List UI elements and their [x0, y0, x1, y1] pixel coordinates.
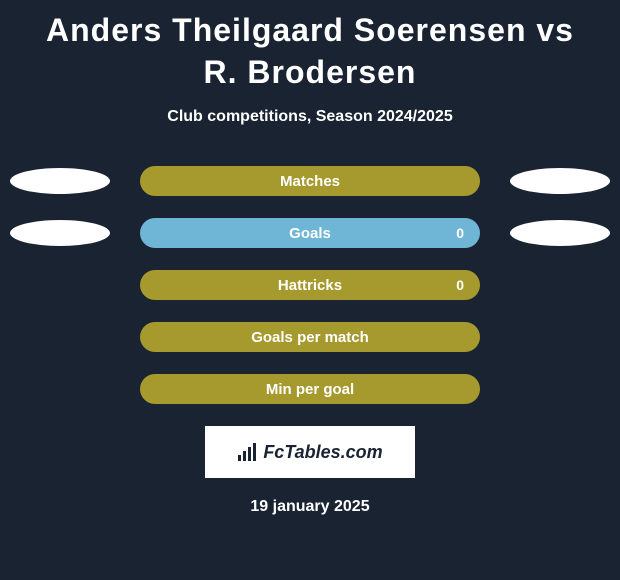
placeholder-empty [10, 376, 110, 402]
stat-label: Hattricks [278, 277, 342, 294]
stat-bar: Goals 0 [140, 218, 480, 248]
stat-value: 0 [456, 225, 464, 241]
stat-label: Matches [280, 173, 340, 190]
placeholder-empty-right [510, 272, 610, 298]
stat-label: Min per goal [266, 381, 354, 398]
stat-row: Goals 0 [0, 218, 620, 248]
main-container: Anders Theilgaard Soerensen vs R. Broder… [0, 0, 620, 526]
placeholder-empty [10, 324, 110, 350]
placeholder-empty-right [510, 324, 610, 350]
date-text: 19 january 2025 [0, 498, 620, 516]
stats-section: Matches Goals 0 Hattricks 0 Goals per match Mi… [0, 166, 620, 404]
placeholder-empty-right [510, 376, 610, 402]
placeholder-empty [10, 272, 110, 298]
stat-bar: Matches [140, 166, 480, 196]
stat-row: Min per goal [0, 374, 620, 404]
logo-box: FcTables.com [205, 426, 415, 478]
page-title: Anders Theilgaard Soerensen vs R. Broder… [0, 10, 620, 93]
stat-bar: Min per goal [140, 374, 480, 404]
stat-label: Goals per match [251, 329, 369, 346]
logo-text: FcTables.com [263, 442, 382, 463]
stat-row: Matches [0, 166, 620, 196]
placeholder-right [510, 220, 610, 246]
chart-icon [237, 443, 257, 461]
stat-value: 0 [456, 277, 464, 293]
stat-bar: Hattricks 0 [140, 270, 480, 300]
stat-bar: Goals per match [140, 322, 480, 352]
placeholder-left [10, 220, 110, 246]
subtitle: Club competitions, Season 2024/2025 [0, 108, 620, 126]
placeholder-left [10, 168, 110, 194]
stat-row: Hattricks 0 [0, 270, 620, 300]
placeholder-right [510, 168, 610, 194]
stat-row: Goals per match [0, 322, 620, 352]
stat-label: Goals [289, 225, 331, 242]
